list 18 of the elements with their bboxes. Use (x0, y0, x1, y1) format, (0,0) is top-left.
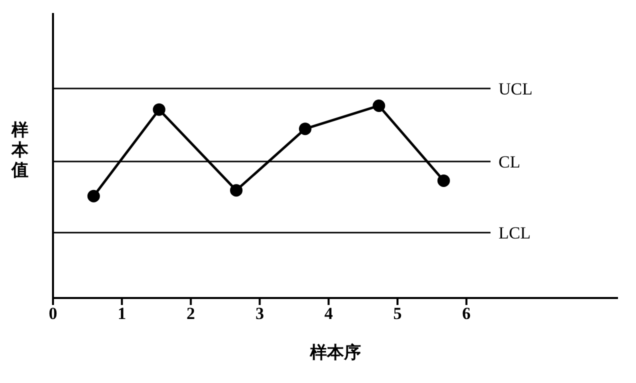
x-tick-label: 6 (462, 304, 471, 324)
y-axis-title: 样本值 (10, 120, 30, 180)
x-tick-label: 1 (118, 304, 126, 324)
x-tick-label: 4 (324, 304, 334, 324)
ref-line-label: CL (498, 152, 520, 172)
point (372, 99, 386, 112)
ref-line-label: LCL (498, 224, 531, 243)
x-tick-label: 2 (186, 304, 196, 324)
ref-line-label: UCL (498, 79, 533, 98)
point (437, 174, 450, 187)
point (87, 190, 100, 202)
point (230, 184, 243, 197)
x-tick-label: 5 (393, 304, 402, 324)
x-tick-label: 0 (48, 304, 58, 324)
point (152, 103, 166, 116)
x-tick-label: 3 (255, 304, 264, 324)
point (298, 122, 312, 136)
x-axis-title: 样本序 (309, 343, 361, 362)
